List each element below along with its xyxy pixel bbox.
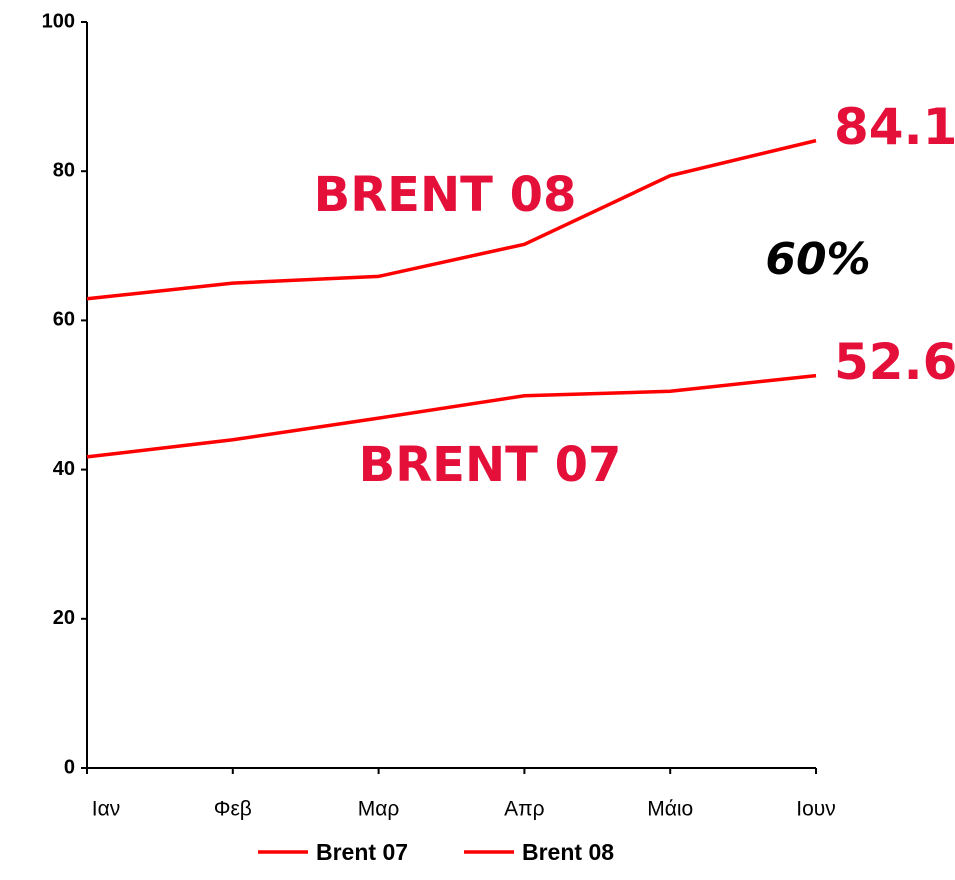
y-tick-label: 20 — [53, 607, 75, 629]
x-tick-label: Μάιο — [647, 798, 693, 821]
data-label: 52.6 — [834, 333, 955, 391]
annotation: BRENT 07 — [359, 437, 622, 493]
legend-label: Brent 07 — [316, 839, 408, 865]
data-label: 84.1 — [834, 98, 955, 156]
annotation: BRENT 08 — [314, 167, 577, 223]
series-line — [86, 138, 817, 301]
annotation: 60% — [765, 234, 870, 285]
x-tick-label: Ιαν — [92, 798, 120, 821]
y-tick-label: 60 — [53, 309, 75, 331]
y-tick-label: 80 — [53, 159, 75, 181]
x-tick-label: Μαρ — [358, 798, 400, 821]
y-tick-label: 40 — [53, 458, 75, 480]
x-tick-label: Απρ — [504, 798, 544, 821]
legend-label: Brent 08 — [522, 839, 614, 865]
y-tick-label: 0 — [64, 756, 75, 778]
x-tick-label: Ιουν — [796, 798, 836, 821]
y-tick-label: 100 — [42, 10, 75, 32]
series-line — [86, 373, 817, 459]
x-tick-label: Φεβ — [214, 798, 252, 821]
